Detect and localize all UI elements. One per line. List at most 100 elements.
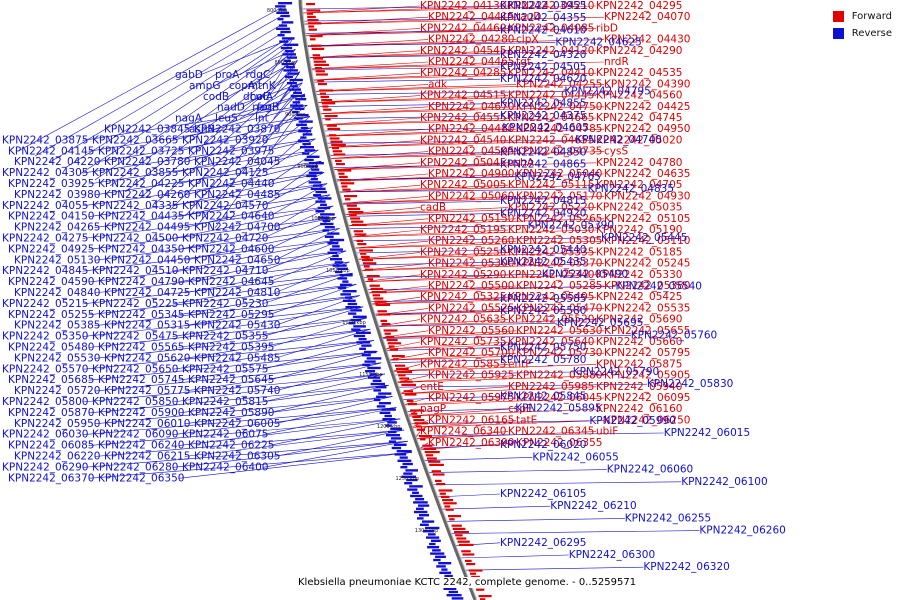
reverse-gene-label: KPN2242_04335 [92,200,178,212]
scale-tick-label: 900 kbp [285,112,305,118]
forward-connector [318,106,517,115]
reverse-connector [184,328,371,359]
reverse-gene-label: KPN2242_05900 [98,407,184,419]
forward-gene-mark [452,527,466,530]
forward-connector [376,319,509,327]
forward-gene-mark [321,99,333,102]
reverse-gene-mark [396,450,412,453]
reverse-gene-label: KPN2242_04375 [500,110,586,122]
forward-gene-mark [422,444,433,447]
reverse-connector [82,306,364,337]
forward-gene-mark [344,195,358,198]
reverse-gene-label: KPN2242_04835 [588,183,674,195]
forward-gene-mark [350,217,360,220]
reverse-gene-mark [451,597,464,600]
forward-gene-label: KPN2242_05035 [596,202,682,214]
reverse-gene-mark [362,363,371,366]
forward-gene-label: KPN2242_06095 [604,392,690,404]
forward-connector [328,151,429,159]
forward-connector [349,229,421,238]
reverse-gene-mark [322,219,331,222]
reverse-connector [178,183,328,217]
reverse-connector [82,340,374,370]
reverse-gene-label: KPN2242_04625 [555,37,641,49]
reverse-connector [376,322,557,327]
forward-gene-mark [468,569,483,572]
forward-connector [373,308,605,316]
reverse-gene-label: KPN2242_04650 [194,254,280,266]
reverse-gene-mark [304,149,316,152]
forward-gene-label: KPN2242_04415 [428,11,514,23]
forward-gene-label: KPN2242_05560 [428,325,514,337]
reverse-gene-mark [335,270,343,274]
reverse-gene-mark [435,555,446,558]
reverse-gene-mark [441,568,448,571]
reverse-gene-mark [317,206,331,210]
forward-connector [363,274,509,283]
reverse-gene-label: proA [215,69,240,81]
reverse-gene-mark [306,165,319,168]
reverse-connector [358,261,501,266]
reverse-connector [178,452,413,479]
forward-connector [353,240,517,249]
reverse-gene-label: KPN2242_04620 [500,73,586,85]
forward-gene-mark [308,25,315,28]
reverse-gene-label: KPN2242_05295 [188,309,274,321]
reverse-gene-label: KPN2242_05575 [182,363,268,375]
reverse-gene-mark [285,75,293,78]
reverse-gene-label: KPN2242_06260 [699,525,785,537]
forward-gene-mark [469,572,477,575]
reverse-gene-label: KPN2242_05645 [188,374,274,386]
reverse-gene-label: KPN2242_04350 [98,243,184,255]
forward-connector [337,184,597,193]
reverse-connector [82,440,409,468]
legend-forward: Forward [832,8,892,25]
forward-gene-label: entE [420,381,444,393]
forward-gene-mark [380,319,388,322]
reverse-gene-label: KPN2242_06085 [8,440,94,452]
forward-gene-label: KPN2242_05525 [428,302,514,314]
forward-gene-mark [479,598,486,600]
forward-gene-mark [359,249,373,252]
forward-gene-mark [385,335,395,338]
reverse-connector [319,115,501,120]
reverse-gene-mark [317,216,329,219]
reverse-gene-label: KPN2242_05580 [500,305,586,317]
reverse-connector [184,228,340,261]
reverse-gene-mark [382,418,396,421]
reverse-connector [334,176,515,181]
reverse-gene-label: KPN2242_04495 [104,222,190,234]
reverse-gene-mark [385,424,392,427]
reverse-gene-mark [310,187,326,190]
reverse-connector [300,5,501,10]
forward-gene-label: KPN2242_05370 [516,258,602,270]
forward-gene-label: KPN2242_04390 [604,78,690,90]
reverse-gene-label: KPN2242_03870 [194,124,280,136]
reverse-gene-label: KPN2242_06350 [98,472,184,484]
reverse-gene-label: KPN2242_04920 [500,207,586,219]
forward-gene-mark [471,575,480,578]
reverse-gene-label: KPN2242_04640 [188,211,274,223]
forward-gene-label: KPN2242_04735 [516,146,602,158]
reverse-gene-mark [350,318,362,322]
forward-connector [353,240,429,249]
reverse-gene-mark [401,475,417,478]
forward-gene-mark [338,172,345,175]
reverse-gene-label: KPN2242_05750 [500,342,586,354]
reverse-gene-mark [286,56,297,59]
reverse-connector [88,384,389,414]
legend: Forward Reverse [832,8,892,42]
forward-connector [337,184,509,193]
forward-gene-label: cadB [420,202,446,214]
reverse-gene-mark [285,50,294,53]
reverse-gene-label: KPN2242_04590 [8,276,94,288]
forward-gene-mark [423,447,437,450]
forward-gene-mark [331,143,346,146]
forward-connector [326,140,421,148]
reverse-gene-label: KPN2242_03955 [500,0,586,12]
reverse-connector [178,317,367,348]
forward-gene-mark [322,105,329,108]
reverse-gene-label: KPN2242_06305 [194,451,280,463]
forward-gene-mark [420,438,426,441]
reverse-connector [328,152,501,156]
